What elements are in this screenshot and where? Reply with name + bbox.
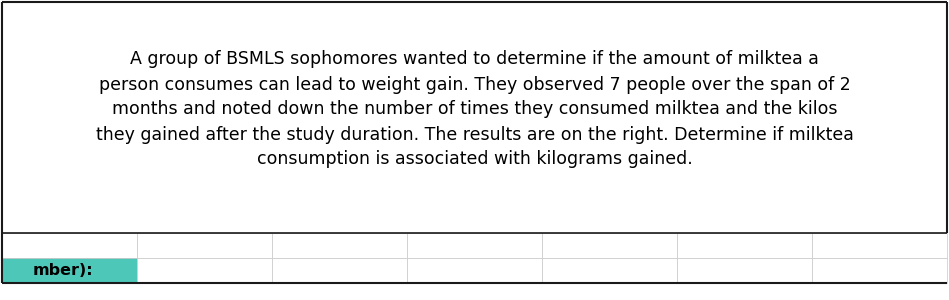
Bar	[407, 258, 542, 283]
Bar	[137, 258, 272, 283]
Bar	[2, 258, 137, 283]
Bar	[272, 258, 407, 283]
Bar	[542, 258, 677, 283]
Bar	[137, 233, 272, 258]
Text: mber):: mber):	[32, 263, 93, 278]
Bar	[272, 233, 407, 258]
Bar	[677, 258, 812, 283]
Bar	[542, 233, 677, 258]
Bar	[812, 258, 947, 283]
Bar	[677, 233, 812, 258]
Bar	[812, 233, 947, 258]
Text: A group of BSMLS sophomores wanted to determine if the amount of milktea a
perso: A group of BSMLS sophomores wanted to de…	[96, 50, 853, 169]
Bar	[2, 233, 137, 258]
Bar	[407, 233, 542, 258]
